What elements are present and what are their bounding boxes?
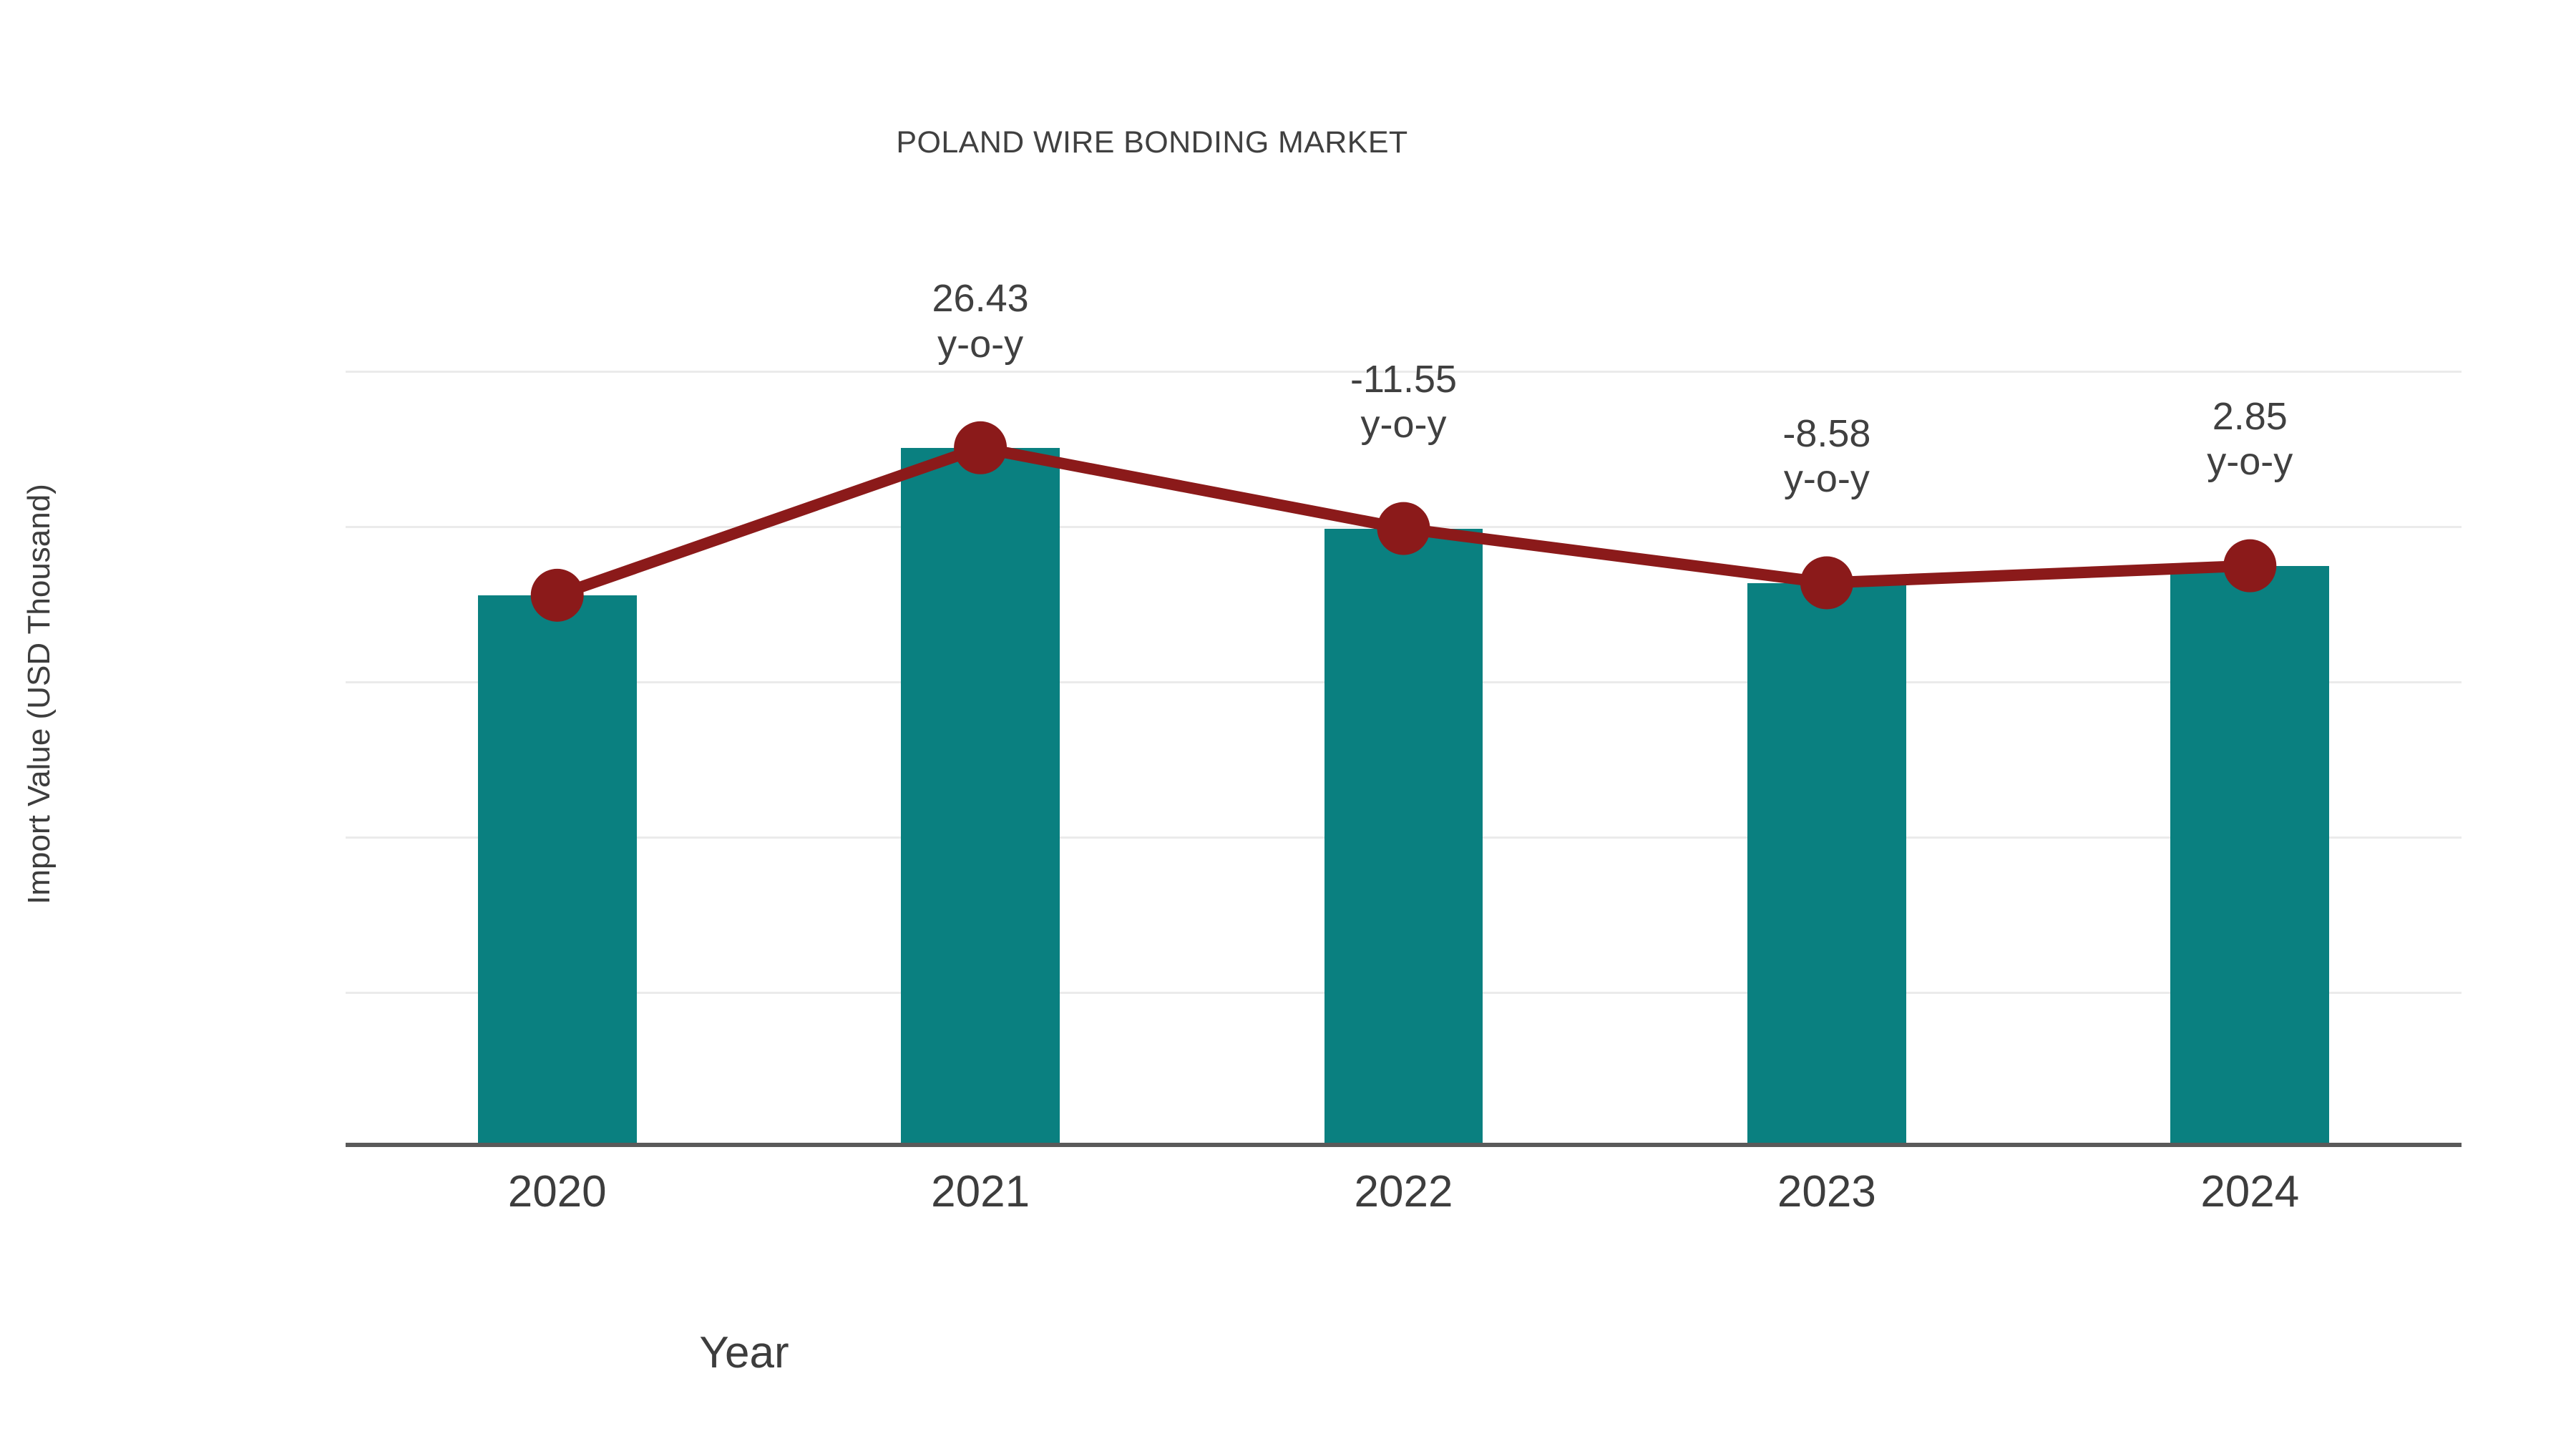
data-point-label: -11.55 y-o-y: [1350, 357, 1457, 448]
bar[interactable]: [2170, 565, 2330, 1147]
plot-area: 020000400006000080000100000 26.43y-o-y-1…: [346, 277, 2462, 1216]
bar[interactable]: [1324, 528, 1483, 1147]
data-point-label: 2.85 y-o-y: [2207, 394, 2293, 485]
data-point-label: -8.58 y-o-y: [1782, 411, 1870, 502]
data-point-value: 26.43: [932, 276, 1029, 320]
bar[interactable]: [477, 595, 637, 1147]
x-axis-tick-label: 2022: [1354, 1167, 1453, 1216]
data-point-value: -11.55: [1350, 357, 1458, 401]
data-point-value: 2.85: [2212, 394, 2288, 438]
x-axis-tick-label: 2024: [2200, 1167, 2300, 1216]
y-axis-title: Import Value (USD Thousand): [21, 484, 57, 904]
x-axis-title: Year: [699, 1328, 789, 1377]
x-axis-tick-label: 2023: [1777, 1167, 1876, 1216]
data-point-suffix: y-o-y: [2207, 440, 2293, 484]
x-axis-line: [346, 1143, 2462, 1147]
x-axis-tick-label: 2020: [507, 1167, 607, 1216]
data-point-value: -8.58: [1782, 411, 1871, 455]
data-point-suffix: y-o-y: [937, 322, 1024, 366]
bar[interactable]: [901, 447, 1060, 1147]
chart-title: POLAND WIRE BONDING MARKET: [896, 125, 1408, 160]
data-point-suffix: y-o-y: [1360, 403, 1447, 447]
x-axis-tick-label: 2021: [931, 1167, 1030, 1216]
gridline: [346, 371, 2462, 374]
data-point-label: 26.43 y-o-y: [932, 276, 1029, 367]
data-point-suffix: y-o-y: [1783, 457, 1870, 501]
bar[interactable]: [1747, 582, 1906, 1147]
